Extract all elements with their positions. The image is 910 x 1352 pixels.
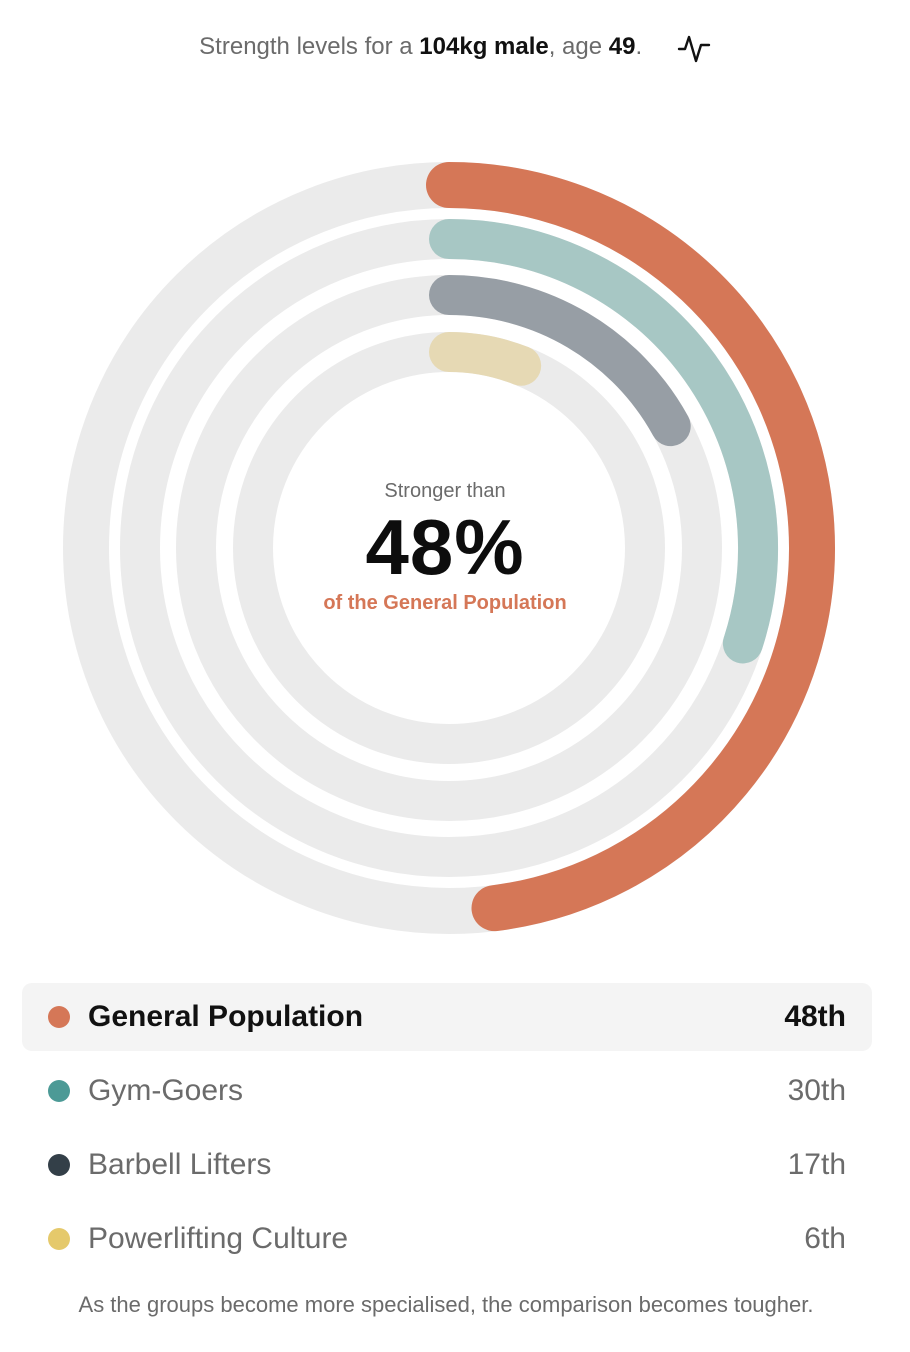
legend-rank: 30th bbox=[787, 1074, 846, 1107]
footnote: As the groups become more specialised, t… bbox=[78, 1292, 814, 1317]
legend-dot-icon bbox=[48, 1228, 70, 1250]
legend-dot-icon bbox=[48, 1006, 70, 1028]
legend-row-general-population[interactable]: General Population 48th bbox=[22, 983, 872, 1051]
center-group-label: of the General Population bbox=[323, 592, 567, 614]
ring-arc-gym-goers[interactable] bbox=[429, 219, 778, 664]
legend-name: Barbell Lifters bbox=[88, 1148, 272, 1181]
legend-dot-icon bbox=[48, 1080, 70, 1102]
center-percent: 48% bbox=[365, 503, 525, 591]
ring-arc-general-population[interactable] bbox=[426, 162, 835, 932]
header-bodyweight: 104kg male bbox=[419, 33, 549, 60]
legend-row-barbell-lifters[interactable]: Barbell Lifters 17th bbox=[22, 1131, 872, 1199]
header: Strength levels for a 104kg male, age 49… bbox=[0, 28, 910, 66]
pulse-icon[interactable] bbox=[677, 31, 711, 65]
radial-chart bbox=[63, 162, 835, 934]
legend-name: General Population bbox=[88, 1000, 364, 1033]
center-summary: Stronger than 48% of the General Populat… bbox=[255, 476, 635, 618]
header-prefix: Strength levels for a bbox=[199, 33, 420, 60]
header-age-prefix: , age bbox=[548, 33, 609, 60]
legend-name: Powerlifting Culture bbox=[88, 1222, 349, 1255]
legend-row-gym-goers[interactable]: Gym-Goers 30th bbox=[22, 1057, 872, 1125]
legend-dot-icon bbox=[48, 1154, 70, 1176]
legend-name: Gym-Goers bbox=[88, 1074, 244, 1107]
header-age: 49 bbox=[608, 33, 636, 60]
ring-arc-powerlifting-culture[interactable] bbox=[429, 332, 542, 386]
legend-rank: 17th bbox=[787, 1148, 846, 1181]
legend-row-powerlifting-culture[interactable]: Powerlifting Culture 6th bbox=[22, 1205, 872, 1273]
header-suffix: . bbox=[635, 33, 643, 60]
legend-rank: 6th bbox=[804, 1222, 846, 1255]
ring-arc-barbell-lifters[interactable] bbox=[429, 275, 691, 447]
legend: General Population 48th Gym-Goers 30th Barbe… bbox=[22, 983, 872, 1279]
legend-rank: 48th bbox=[784, 1000, 846, 1033]
center-lead: Stronger than bbox=[384, 480, 506, 502]
